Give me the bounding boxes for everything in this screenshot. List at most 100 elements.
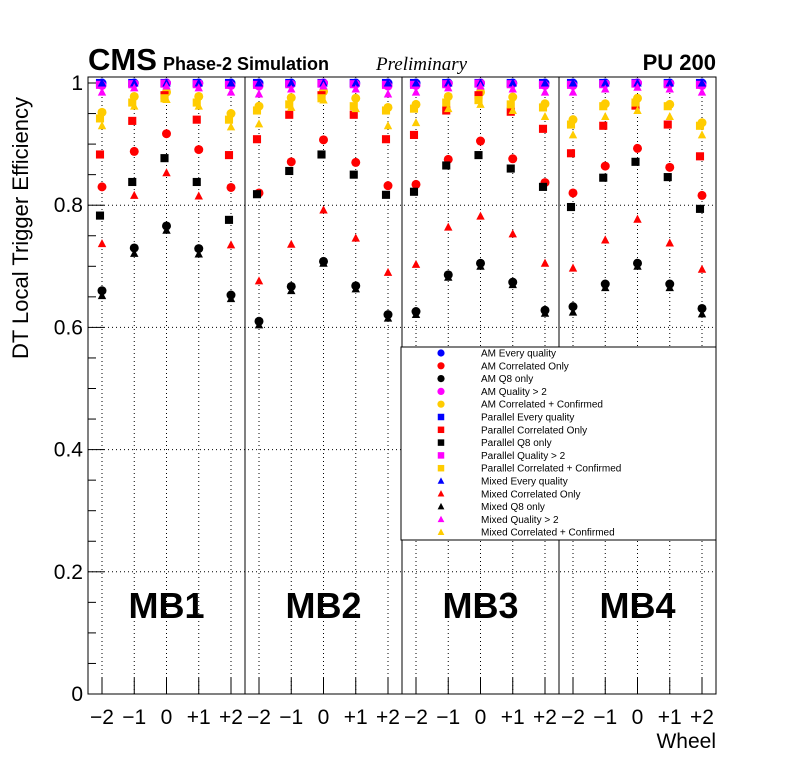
x-tick-label: 0 — [161, 706, 173, 729]
legend-marker — [437, 375, 445, 383]
data-point — [663, 120, 672, 129]
data-point — [444, 78, 453, 87]
data-point — [349, 102, 358, 111]
data-point — [349, 110, 358, 119]
y-tick-label: 0.8 — [54, 194, 83, 217]
data-point — [226, 87, 236, 96]
x-tick-label: 0 — [475, 706, 487, 729]
data-point — [601, 235, 610, 244]
legend-marker — [437, 387, 445, 395]
data-point — [226, 182, 236, 192]
data-point — [633, 261, 642, 270]
data-point — [540, 78, 550, 87]
data-point — [381, 106, 391, 115]
data-point — [697, 303, 707, 313]
data-point — [633, 143, 642, 153]
legend-marker — [437, 439, 445, 446]
legend-marker — [437, 452, 445, 459]
data-point — [226, 240, 236, 249]
data-point — [508, 78, 517, 87]
data-point — [633, 105, 642, 114]
data-point — [351, 104, 360, 113]
data-point — [444, 83, 453, 92]
data-point — [383, 121, 393, 130]
data-point — [160, 154, 169, 163]
legend-entry: Mixed Every quality — [481, 477, 568, 488]
data-point — [224, 115, 234, 124]
x-tick-label: −2 — [90, 706, 114, 729]
y-tick-label: 0.4 — [54, 439, 84, 462]
data-point — [254, 89, 264, 98]
data-point — [411, 179, 421, 189]
data-point — [383, 89, 393, 98]
legend-entry: Parallel Correlated Only — [481, 425, 587, 436]
x-tick-label: +2 — [690, 706, 714, 729]
legend-entry: AM Correlated + Confirmed — [481, 400, 603, 411]
data-point — [317, 150, 326, 159]
legend-entry: Parallel Quality > 2 — [481, 451, 566, 462]
data-point — [224, 215, 234, 224]
data-point — [506, 100, 515, 109]
data-point — [474, 96, 483, 105]
status-label: Preliminary — [375, 54, 468, 75]
data-point — [162, 81, 171, 90]
x-tick-label: +1 — [658, 706, 682, 729]
data-point — [697, 264, 707, 273]
data-point — [601, 78, 610, 87]
y-tick-label: 0.2 — [54, 561, 83, 584]
data-point — [351, 84, 360, 93]
data-point — [252, 135, 262, 144]
data-point — [351, 284, 360, 293]
data-point — [194, 78, 203, 87]
data-point — [444, 272, 453, 281]
data-point — [409, 104, 419, 113]
data-point — [568, 87, 578, 96]
data-point — [444, 222, 453, 231]
x-tick-label: +2 — [376, 706, 400, 729]
data-point — [599, 102, 608, 111]
data-point — [508, 229, 517, 238]
x-tick-label: +1 — [501, 706, 525, 729]
data-point — [442, 98, 451, 107]
data-point — [194, 83, 203, 92]
x-tick-label: −1 — [593, 706, 617, 729]
data-point — [287, 286, 296, 295]
legend-marker — [437, 502, 445, 510]
legend-entry: AM Q8 only — [481, 374, 533, 385]
x-tick-label: +2 — [219, 706, 243, 729]
x-tick-label: +2 — [533, 706, 557, 729]
data-point — [162, 94, 171, 103]
x-tick-label: −2 — [247, 706, 271, 729]
data-point — [351, 157, 361, 167]
data-point — [287, 78, 296, 87]
data-point — [476, 136, 485, 146]
data-point — [192, 98, 201, 107]
data-point — [129, 146, 139, 156]
data-point — [129, 243, 139, 253]
data-point — [540, 87, 550, 96]
data-point — [697, 78, 707, 87]
data-point — [254, 276, 264, 285]
data-point — [226, 78, 236, 87]
pileup-label: PU 200 — [643, 50, 716, 75]
data-point — [508, 154, 518, 164]
legend-entry: Parallel Q8 only — [481, 438, 552, 449]
data-point — [130, 248, 139, 257]
legend-marker — [437, 490, 445, 497]
data-point — [130, 190, 139, 199]
station-label: MB2 — [285, 585, 361, 626]
data-point — [568, 188, 578, 198]
subtitle-label: Phase-2 Simulation — [163, 54, 329, 74]
data-point — [506, 164, 515, 173]
data-point — [351, 93, 361, 103]
data-point — [97, 78, 107, 87]
data-markers — [95, 78, 707, 329]
data-point — [381, 190, 391, 199]
legend-marker — [437, 413, 445, 421]
data-point — [540, 308, 550, 317]
data-point — [665, 112, 674, 121]
data-point — [319, 95, 328, 104]
data-point — [192, 115, 201, 124]
x-tick-label: 0 — [318, 706, 330, 729]
data-point — [95, 150, 105, 159]
